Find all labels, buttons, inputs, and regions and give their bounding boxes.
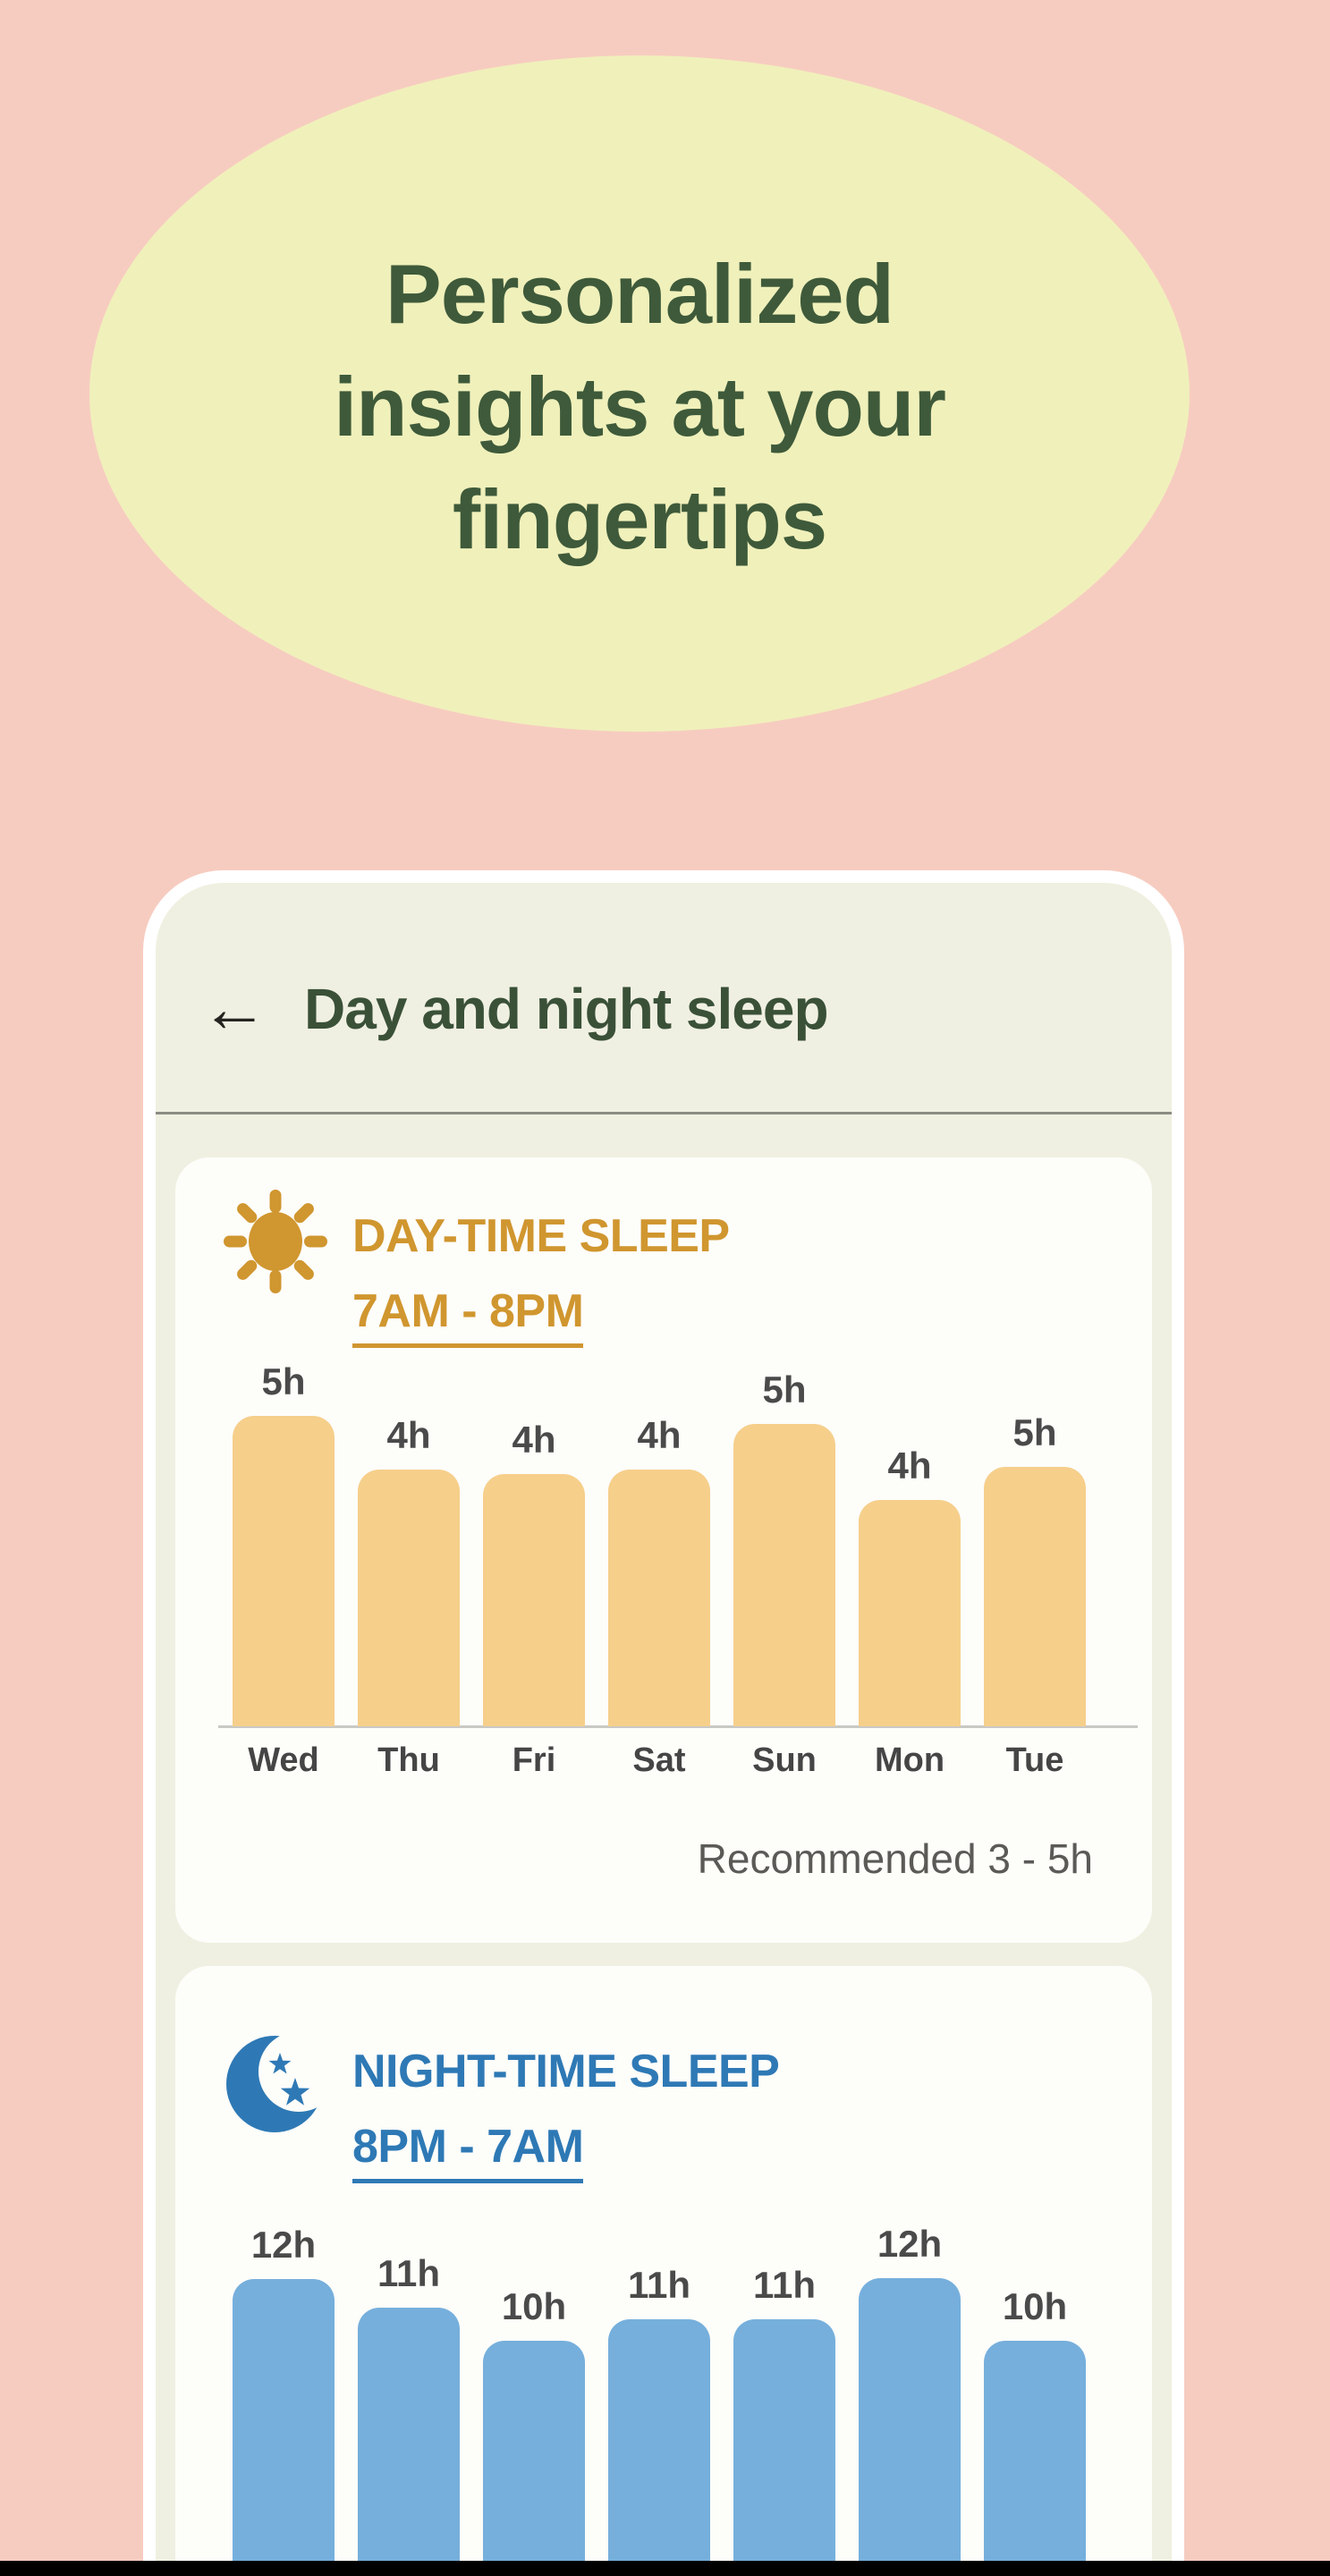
night-bar-3 xyxy=(608,2319,710,2576)
day-card-title: DAY-TIME SLEEP xyxy=(352,1210,730,1262)
hero-title-line1: Personalized xyxy=(385,247,894,341)
day-bar-4 xyxy=(733,1424,835,1726)
day-bar-value-5: 4h xyxy=(887,1445,932,1487)
hero-title: Personalized insights at your fingertips xyxy=(89,238,1190,576)
day-bar-value-0: 5h xyxy=(261,1360,306,1402)
night-bar-value-5: 12h xyxy=(877,2223,943,2265)
night-card-title: NIGHT-TIME SLEEP xyxy=(352,2046,780,2097)
recommended-range-note: Recommended 3 - 5h xyxy=(697,1835,1093,1882)
day-category-0: Wed xyxy=(248,1741,319,1779)
hero-title-line3: fingertips xyxy=(452,472,827,566)
night-bar-2 xyxy=(483,2341,585,2576)
night-bar-1 xyxy=(358,2308,460,2576)
day-bar-3 xyxy=(608,1470,710,1726)
day-bar-2 xyxy=(483,1474,585,1726)
night-bar-5 xyxy=(859,2278,961,2576)
day-time-range-text[interactable]: 7AM - 8PM xyxy=(352,1284,584,1348)
page-title: Day and night sleep xyxy=(304,977,829,1041)
day-category-3: Sat xyxy=(632,1741,686,1779)
night-bar-4 xyxy=(733,2319,835,2576)
day-chart-axis xyxy=(218,1725,1138,1728)
day-time-range-link[interactable]: 7AM - 8PM xyxy=(352,1284,584,1348)
header-divider xyxy=(156,1112,1172,1114)
hero-title-line2: insights at your xyxy=(334,360,946,453)
sun-icon xyxy=(224,1190,327,1293)
moon-icon xyxy=(226,2036,323,2132)
back-arrow-icon[interactable]: ← xyxy=(200,970,268,1046)
night-bar-value-3: 11h xyxy=(627,2264,691,2306)
day-category-1: Thu xyxy=(377,1741,440,1779)
day-category-2: Fri xyxy=(512,1741,556,1779)
hero-ellipse xyxy=(89,55,1190,732)
night-time-range-text[interactable]: 8PM - 7AM xyxy=(352,2120,584,2183)
day-bar-value-1: 4h xyxy=(386,1414,431,1456)
day-bar-6 xyxy=(984,1467,1086,1726)
day-bar-value-3: 4h xyxy=(637,1414,682,1456)
day-bar-0 xyxy=(233,1416,335,1726)
day-bar-value-4: 5h xyxy=(762,1368,807,1411)
day-category-6: Tue xyxy=(1005,1741,1064,1779)
night-bar-value-2: 10h xyxy=(501,2285,567,2327)
night-bar-0 xyxy=(233,2279,335,2576)
night-bar-value-1: 11h xyxy=(377,2252,441,2294)
night-bar-value-0: 12h xyxy=(250,2224,317,2266)
day-bar-1 xyxy=(358,1470,460,1726)
night-time-range-link[interactable]: 8PM - 7AM xyxy=(352,2120,584,2183)
bottom-letterbox-bar xyxy=(0,2561,1330,2576)
day-bar-value-2: 4h xyxy=(512,1419,556,1461)
day-bar-value-6: 5h xyxy=(1012,1411,1057,1453)
night-bar-value-4: 11h xyxy=(752,2264,817,2306)
day-category-5: Mon xyxy=(874,1741,945,1779)
day-bar-5 xyxy=(859,1500,961,1726)
day-category-4: Sun xyxy=(752,1741,817,1779)
night-bar-6 xyxy=(984,2341,1086,2576)
night-bar-value-6: 10h xyxy=(1002,2285,1068,2327)
